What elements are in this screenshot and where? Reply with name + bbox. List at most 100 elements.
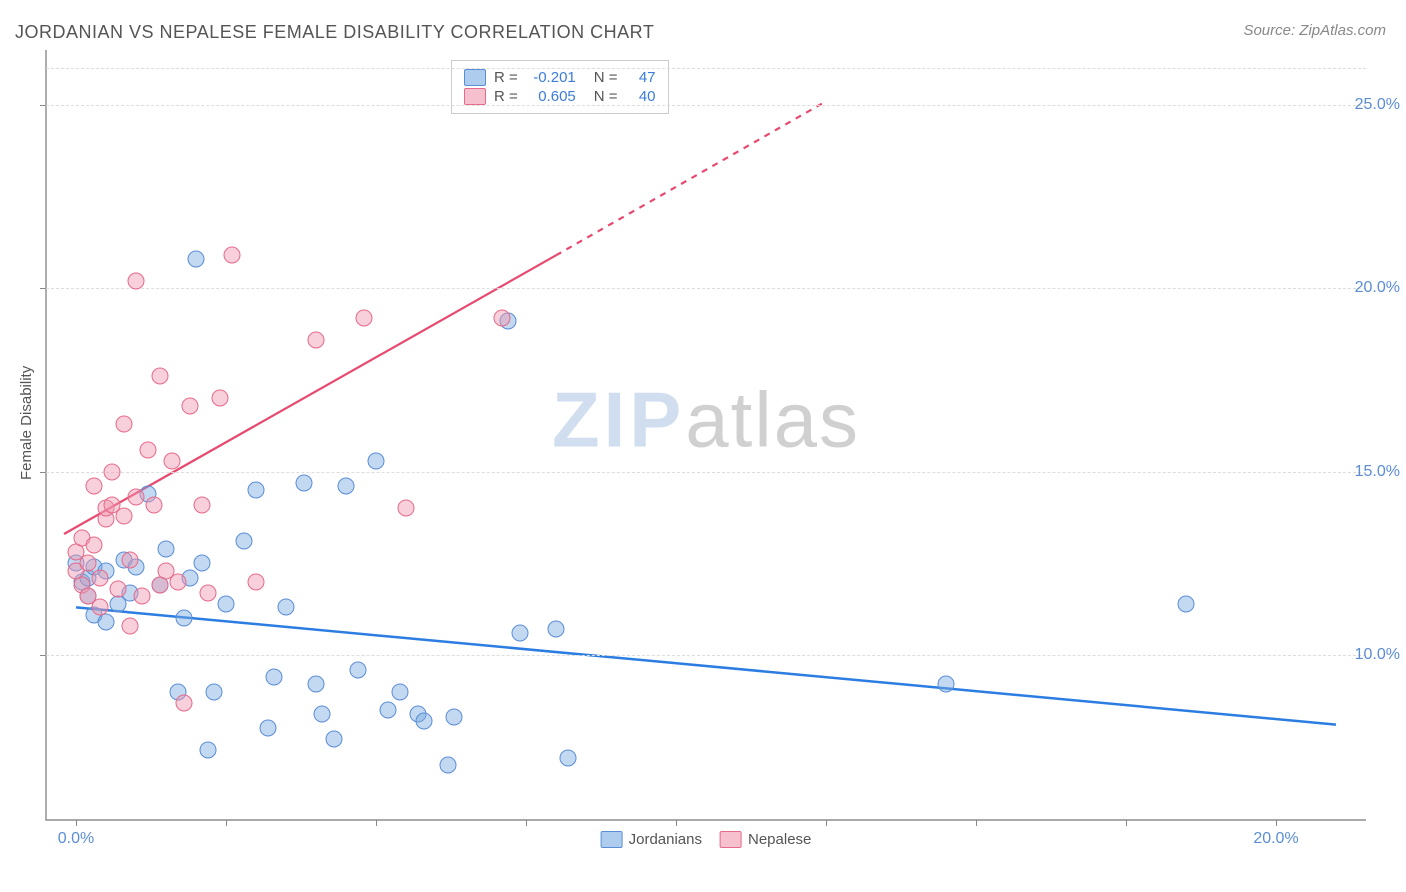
scatter-point <box>122 617 139 634</box>
x-tick-label: 20.0% <box>1253 830 1298 848</box>
legend-n-value: 47 <box>626 69 656 86</box>
scatter-point <box>116 507 133 524</box>
scatter-point <box>98 614 115 631</box>
scatter-point <box>278 599 295 616</box>
y-axis-label: Female Disability <box>18 366 35 480</box>
x-tick <box>826 820 827 826</box>
x-tick <box>1276 820 1277 826</box>
scatter-point <box>266 669 283 686</box>
legend-item: Jordanians <box>601 831 702 848</box>
x-tick <box>1126 820 1127 826</box>
y-tick <box>40 288 46 289</box>
scatter-point <box>176 610 193 627</box>
x-tick <box>526 820 527 826</box>
y-tick-label: 10.0% <box>1355 646 1400 664</box>
legend-swatch-blue <box>464 69 486 86</box>
legend-r-label: R = <box>494 88 518 105</box>
scatter-point <box>446 709 463 726</box>
scatter-point <box>206 683 223 700</box>
scatter-point <box>560 749 577 766</box>
chart-title: JORDANIAN VS NEPALESE FEMALE DISABILITY … <box>15 22 654 43</box>
scatter-point <box>92 570 109 587</box>
scatter-point <box>416 713 433 730</box>
scatter-point <box>938 676 955 693</box>
scatter-point <box>248 573 265 590</box>
gridline <box>46 68 1366 69</box>
x-tick <box>676 820 677 826</box>
scatter-point <box>308 676 325 693</box>
scatter-point <box>326 731 343 748</box>
x-tick <box>226 820 227 826</box>
scatter-point <box>200 584 217 601</box>
x-tick-label: 0.0% <box>58 830 94 848</box>
scatter-point <box>86 537 103 554</box>
scatter-point <box>140 441 157 458</box>
scatter-point <box>194 496 211 513</box>
legend-r-value: -0.201 <box>526 69 576 86</box>
scatter-point <box>356 309 373 326</box>
scatter-point <box>338 478 355 495</box>
scatter-point <box>134 588 151 605</box>
scatter-point <box>200 742 217 759</box>
y-tick-label: 20.0% <box>1355 279 1400 297</box>
scatter-point <box>236 533 253 550</box>
y-tick-label: 15.0% <box>1355 463 1400 481</box>
scatter-point <box>188 251 205 268</box>
scatter-point <box>152 577 169 594</box>
scatter-plot-area: ZIPatlas R = -0.201 N = 47 R = 0.605 N =… <box>46 50 1366 820</box>
trend-lines-layer <box>46 50 1366 820</box>
scatter-point <box>128 489 145 506</box>
scatter-point <box>380 702 397 719</box>
legend-n-label: N = <box>594 88 618 105</box>
x-tick <box>76 820 77 826</box>
legend-n-label: N = <box>594 69 618 86</box>
scatter-point <box>218 595 235 612</box>
legend-label: Nepalese <box>748 831 811 848</box>
legend-r-value: 0.605 <box>526 88 576 105</box>
scatter-point <box>512 625 529 642</box>
scatter-point <box>368 452 385 469</box>
scatter-point <box>104 463 121 480</box>
scatter-point <box>494 309 511 326</box>
scatter-point <box>182 397 199 414</box>
x-tick <box>976 820 977 826</box>
scatter-point <box>392 683 409 700</box>
y-tick <box>40 105 46 106</box>
legend-swatch-pink <box>720 831 742 848</box>
scatter-point <box>308 331 325 348</box>
scatter-point <box>296 474 313 491</box>
scatter-point <box>110 581 127 598</box>
gridline <box>46 472 1366 473</box>
gridline <box>46 105 1366 106</box>
scatter-point <box>146 496 163 513</box>
legend-n-value: 40 <box>626 88 656 105</box>
source-attribution: Source: ZipAtlas.com <box>1243 22 1386 39</box>
scatter-point <box>176 694 193 711</box>
legend-r-label: R = <box>494 69 518 86</box>
legend-swatch-pink <box>464 88 486 105</box>
legend-row: R = 0.605 N = 40 <box>464 88 656 105</box>
scatter-point <box>212 390 229 407</box>
legend-swatch-blue <box>601 831 623 848</box>
x-tick <box>376 820 377 826</box>
scatter-point <box>92 599 109 616</box>
scatter-point <box>122 551 139 568</box>
legend-row: R = -0.201 N = 47 <box>464 69 656 86</box>
scatter-point <box>158 540 175 557</box>
scatter-point <box>548 621 565 638</box>
scatter-point <box>194 555 211 572</box>
scatter-point <box>314 705 331 722</box>
scatter-point <box>440 757 457 774</box>
legend-label: Jordanians <box>629 831 702 848</box>
gridline <box>46 655 1366 656</box>
y-tick <box>40 655 46 656</box>
scatter-point <box>152 368 169 385</box>
series-legend: Jordanians Nepalese <box>601 831 812 848</box>
y-tick <box>40 472 46 473</box>
scatter-point <box>1178 595 1195 612</box>
scatter-point <box>86 478 103 495</box>
scatter-point <box>170 573 187 590</box>
scatter-point <box>260 720 277 737</box>
legend-item: Nepalese <box>720 831 811 848</box>
scatter-point <box>398 500 415 517</box>
